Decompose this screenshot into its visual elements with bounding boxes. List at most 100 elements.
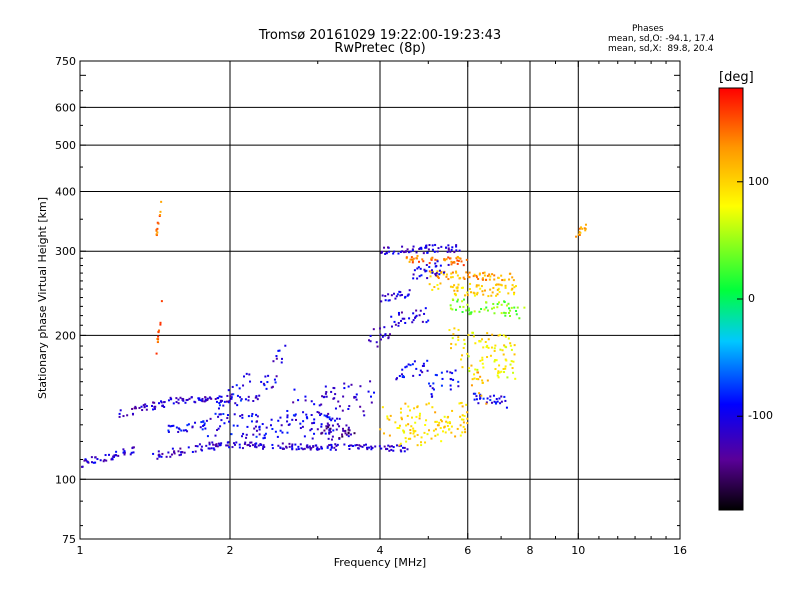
scatter-point [167,430,170,433]
scatter-point [395,378,398,381]
scatter-point [486,379,489,382]
scatter-point [361,445,364,448]
scatter-point [509,272,512,275]
scatter-point [426,277,429,280]
scatter-point [312,445,315,448]
scatter-point [155,229,158,232]
scatter-point [244,398,247,401]
scatter-point [276,435,279,438]
scatter-point [302,420,305,423]
scatter-point [379,333,382,336]
scatter-point [343,387,346,390]
scatter-point [451,308,454,311]
scatter-point [398,426,401,429]
scatter-point [232,424,235,427]
scatter-point [180,451,183,454]
scatter-point [299,422,302,425]
scatter-point [250,420,253,423]
scatter-point [502,353,505,356]
scatter-point [320,412,323,415]
scatter-point [411,261,414,264]
scatter-point [191,450,194,453]
y-axis-label: Stationary phase Virtual Height [km] [36,196,49,400]
scatter-point [243,443,246,446]
scatter-point [511,367,514,370]
scatter-point [407,423,410,426]
scatter-point [378,327,381,330]
scatter-point [512,360,515,363]
scatter-point [182,429,185,432]
scatter-point [414,430,417,433]
scatter-point [436,284,439,287]
scatter-point [421,320,424,323]
scatter-point [291,443,294,446]
scatter-point [409,429,412,432]
scatter-point [288,423,291,426]
scatter-point [423,312,426,315]
scatter-point [414,421,417,424]
scatter-point [304,399,307,402]
scatter-point [434,262,437,265]
scatter-point [480,307,483,310]
scatter-point [513,291,516,294]
scatter-point [274,381,277,384]
scatter-point [475,284,478,287]
scatter-point [437,287,440,290]
scatter-point [211,441,214,444]
scatter-point [479,393,482,396]
scatter-point [412,277,415,280]
scatter-point [390,448,393,451]
scatter-point [466,294,469,297]
scatter-point [416,257,419,260]
scatter-point [497,372,500,375]
scatter-point [262,382,265,385]
scatter-point [492,394,495,397]
scatter-point [238,443,241,446]
scatter-point [247,399,250,402]
scatter-point [378,445,381,448]
scatter-point [456,256,459,259]
scatter-point [507,311,510,314]
scatter-point [463,428,466,431]
scatter-point [418,260,421,263]
scatter-point [483,308,486,311]
scatter-point [81,465,84,468]
scatter-point [94,461,97,464]
scatter-point [145,408,148,411]
scatter-point [122,415,125,418]
x-tick-label: 4 [377,544,384,557]
scatter-point [134,405,137,408]
scatter-point [152,452,155,455]
scatter-point [481,362,484,365]
scatter-point [446,416,449,419]
scatter-point [350,444,353,447]
scatter-point [256,415,259,418]
scatter-point [262,447,265,450]
scatter-point [434,411,437,414]
scatter-point [431,406,434,409]
scatter-point [416,444,419,447]
scatter-point [455,249,458,252]
scatter-point [579,231,582,234]
scatter-point [325,391,328,394]
scatter-point [404,366,407,369]
phases-x-stats: mean, sd,X: 89.8, 20.4 [608,44,714,54]
scatter-point [515,310,518,313]
scatter-point [347,385,350,388]
scatter-point [434,434,437,437]
scatter-point [421,258,424,261]
scatter-point [397,252,400,255]
scatter-point [291,418,294,421]
scatter-point [341,409,344,412]
scatter-point [320,423,323,426]
scatter-point [179,447,182,450]
scatter-point [420,247,423,250]
scatter-point [133,407,136,410]
scatter-point [310,400,313,403]
scatter-point [310,427,313,430]
scatter-point [472,331,475,334]
scatter-point [370,448,373,451]
scatter-point [223,422,226,425]
scatter-point [479,340,482,343]
scatter-point [258,426,261,429]
